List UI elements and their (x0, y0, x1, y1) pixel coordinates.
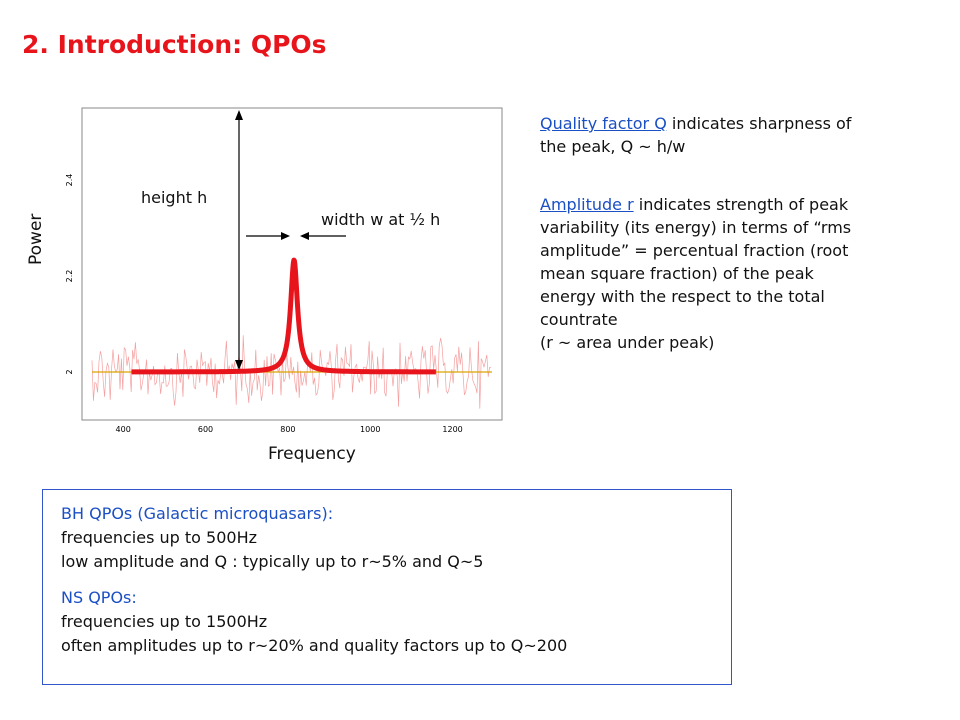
x-tick-label: 600 (198, 425, 213, 434)
amplitude-description: Amplitude r indicates strength of peak v… (540, 193, 930, 354)
plot-frame (81, 107, 503, 421)
bh-qpo-heading: BH QPOs (Galactic microquasars): (61, 504, 334, 523)
slide-title: 2. Introduction: QPOs (22, 30, 327, 59)
width-arrow-right-head (300, 232, 309, 240)
height-arrow-head-top (235, 110, 243, 120)
amplitude-line: countrate (540, 310, 618, 329)
y-axis-label: Power (26, 213, 46, 265)
amplitude-line: variability (its energy) in terms of “rm… (540, 218, 852, 237)
y-tick-label: 2.2 (65, 270, 74, 283)
x-tick-label: 1000 (360, 425, 380, 434)
bh-qpo-frequency: frequencies up to 500Hz (61, 528, 257, 547)
x-tick-label: 1200 (442, 425, 462, 434)
bh-qpo-amplitude: low amplitude and Q : typically up to r~… (61, 552, 484, 571)
lorentzian-fit-line (129, 257, 438, 375)
x-tick-label: 800 (280, 425, 295, 434)
x-tick-label: 400 (116, 425, 131, 434)
width-arrow-left-head (281, 232, 290, 240)
amplitude-line: mean square fraction) of the peak (540, 264, 814, 283)
ns-qpo-heading: NS QPOs: (61, 588, 137, 607)
amplitude-term: Amplitude r (540, 195, 634, 214)
quality-factor-term: Quality factor Q (540, 114, 667, 133)
amplitude-line: energy with the respect to the total (540, 287, 825, 306)
quality-factor-text-1: indicates sharpness of (666, 114, 852, 133)
ns-qpo-amplitude: often amplitudes up to r~20% and quality… (61, 636, 568, 655)
qpo-summary-box: BH QPOs (Galactic microquasars): frequen… (42, 489, 732, 685)
quality-factor-text-2: the peak, Q ~ h/w (540, 137, 686, 156)
y-tick-labels: 2 2.2 2.4 (65, 174, 74, 375)
x-tick-labels: 400 600 800 1000 1200 (116, 425, 463, 434)
quality-factor-description: Quality factor Q indicates sharpness of … (540, 112, 930, 158)
amplitude-line: (r ~ area under peak) (540, 333, 715, 352)
amplitude-line: amplitude” = percentual fraction (root (540, 241, 849, 260)
height-label: height h (141, 188, 208, 207)
amplitude-text-1: indicates strength of peak (633, 195, 849, 214)
y-tick-label: 2 (65, 369, 74, 374)
width-label: width w at ½ h (321, 210, 441, 229)
ns-qpo-frequency: frequencies up to 1500Hz (61, 612, 268, 631)
x-axis-label: Frequency (268, 444, 356, 464)
height-arrow-head-bottom (235, 360, 243, 370)
y-tick-label: 2.4 (65, 174, 74, 187)
